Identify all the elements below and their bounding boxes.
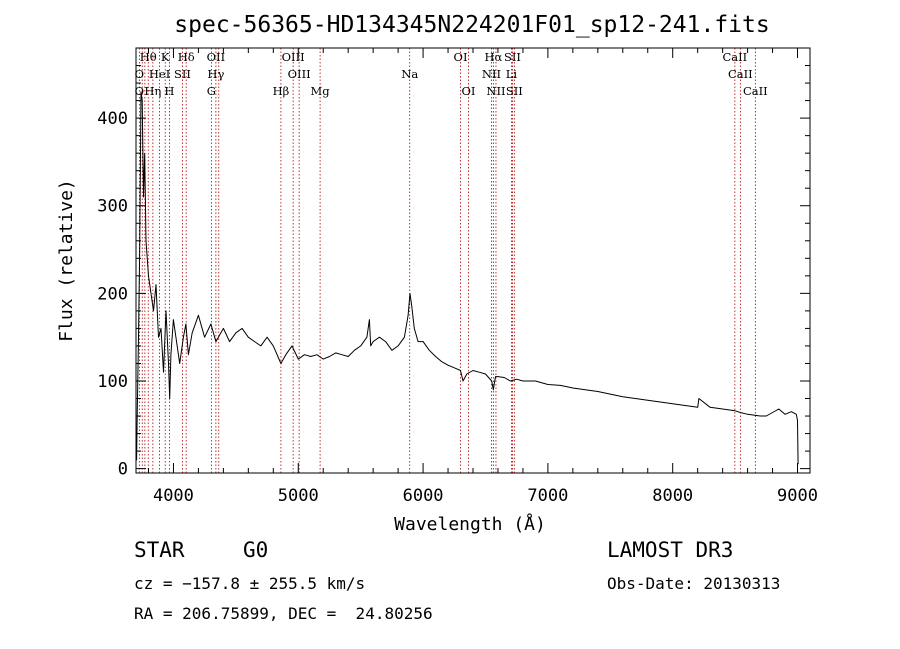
line-label: NII — [486, 84, 505, 98]
x-tick-label: 4000 — [153, 486, 194, 506]
line-label: Hγ — [207, 67, 224, 81]
line-label: H — [164, 84, 174, 98]
x-tick-label: 9000 — [777, 486, 818, 506]
line-label: CaII — [743, 84, 768, 98]
line-label: Hβ — [273, 84, 290, 98]
obs-date: Obs-Date: 20130313 — [607, 574, 781, 593]
y-tick-label: 200 — [97, 284, 128, 304]
line-label: OI — [454, 50, 468, 64]
y-tick-label: 400 — [97, 109, 128, 129]
y-tick-label: 100 — [97, 372, 128, 392]
line-label: CaII — [722, 50, 747, 64]
y-ticks: 0 100 200 300 400 — [97, 65, 810, 480]
line-label: SII — [504, 50, 521, 64]
line-label: OII — [207, 50, 226, 64]
series-line-spectrum — [135, 91, 799, 465]
y-tick-label: 0 — [118, 460, 128, 480]
chart-title: spec-56365-HD134345N224201F01_sp12-241.f… — [174, 12, 769, 38]
series-layer — [135, 91, 799, 465]
line-label: OIII — [282, 50, 305, 64]
x-tick-label: 8000 — [652, 486, 693, 506]
x-tick-label: 7000 — [527, 486, 568, 506]
line-label: OIII — [288, 67, 311, 81]
redshift-text: cz = −157.8 ± 255.5 km/s — [134, 574, 366, 593]
line-label: NII — [482, 67, 501, 81]
line-markers — [138, 48, 756, 473]
line-label: O — [135, 67, 144, 81]
line-label: CaII — [728, 67, 753, 81]
line-label: O — [135, 84, 144, 98]
x-axis-label: Wavelength (Å) — [394, 513, 546, 535]
y-axis-label: Flux (relative) — [56, 179, 77, 342]
x-tick-label: 5000 — [278, 486, 319, 506]
survey-label: LAMOST DR3 — [607, 538, 734, 562]
line-label: Hα — [484, 50, 502, 64]
coordinates: RA = 206.75899, DEC = 24.80256 — [134, 604, 433, 623]
x-tick-label: 6000 — [403, 486, 444, 506]
object-class: STAR — [134, 538, 185, 562]
subclass: G0 — [243, 538, 269, 562]
x-ticks: 4000 5000 6000 7000 8000 9000 — [147, 48, 818, 506]
line-label: G — [207, 84, 216, 98]
plot-frame — [135, 47, 811, 474]
line-label: Mg — [311, 84, 331, 98]
line-label: Hδ — [178, 50, 195, 64]
line-label: Li — [506, 67, 518, 81]
line-label: Na — [401, 67, 418, 81]
line-label: OI — [462, 84, 476, 98]
line-label: SII — [506, 84, 523, 98]
line-label: HeI — [149, 67, 170, 81]
line-label: Hθ — [140, 50, 157, 64]
line-label: K — [161, 50, 170, 64]
line-label: Hη — [144, 84, 161, 98]
line-label: SII — [174, 67, 191, 81]
y-tick-label: 300 — [97, 197, 128, 217]
